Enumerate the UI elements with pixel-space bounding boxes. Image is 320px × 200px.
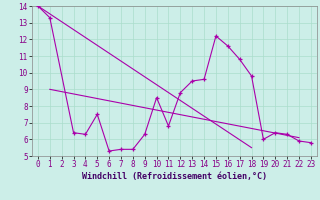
X-axis label: Windchill (Refroidissement éolien,°C): Windchill (Refroidissement éolien,°C) xyxy=(82,172,267,181)
